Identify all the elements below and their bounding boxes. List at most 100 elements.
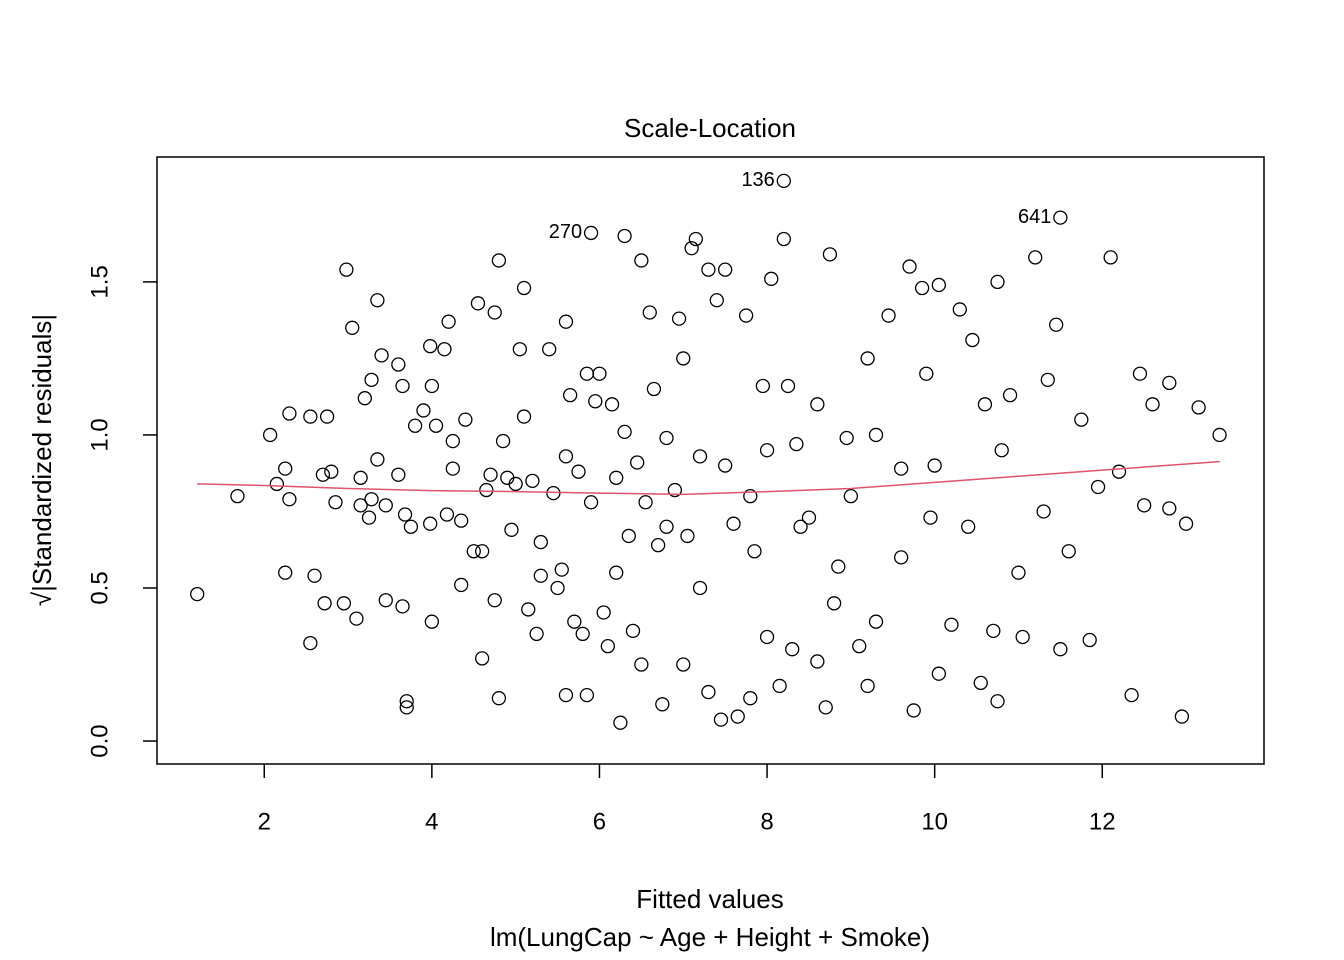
point bbox=[466, 544, 481, 559]
point bbox=[575, 626, 590, 642]
point bbox=[558, 449, 574, 464]
point bbox=[516, 409, 532, 424]
point bbox=[529, 626, 544, 642]
point bbox=[692, 580, 708, 596]
point bbox=[592, 366, 607, 381]
point bbox=[349, 611, 364, 626]
point bbox=[399, 700, 414, 715]
point bbox=[487, 305, 502, 320]
point bbox=[831, 559, 846, 574]
point bbox=[994, 443, 1009, 458]
point bbox=[441, 314, 456, 329]
point bbox=[324, 464, 339, 479]
point bbox=[902, 259, 917, 274]
point bbox=[550, 580, 565, 596]
point bbox=[328, 495, 343, 510]
point bbox=[1174, 709, 1190, 724]
point bbox=[479, 482, 494, 498]
point bbox=[391, 467, 406, 482]
point bbox=[487, 593, 502, 608]
point bbox=[357, 391, 372, 406]
point bbox=[474, 544, 490, 559]
point bbox=[423, 339, 438, 354]
point bbox=[307, 568, 322, 583]
point bbox=[588, 394, 603, 409]
point bbox=[521, 602, 536, 617]
point bbox=[1162, 375, 1177, 391]
point bbox=[1002, 387, 1018, 403]
point bbox=[860, 351, 875, 366]
point bbox=[709, 293, 724, 308]
point bbox=[609, 470, 624, 485]
point bbox=[567, 614, 582, 629]
subtitle: lm(LungCap ~ Age + Height + Smoke) bbox=[490, 922, 930, 952]
point bbox=[630, 455, 645, 470]
point bbox=[822, 247, 838, 262]
point bbox=[424, 378, 440, 394]
point bbox=[776, 173, 791, 189]
point bbox=[546, 485, 561, 501]
point bbox=[439, 507, 455, 522]
point bbox=[403, 519, 419, 534]
point bbox=[1082, 632, 1097, 648]
point bbox=[1028, 250, 1043, 265]
point bbox=[558, 687, 574, 703]
point-label: 641 bbox=[1018, 206, 1051, 228]
point bbox=[491, 253, 507, 268]
point bbox=[785, 642, 800, 657]
point bbox=[776, 231, 791, 247]
point bbox=[764, 271, 779, 286]
point bbox=[353, 470, 368, 485]
point bbox=[676, 351, 691, 366]
point bbox=[370, 452, 385, 467]
point bbox=[454, 513, 469, 528]
y-tick-label: 0.5 bbox=[86, 571, 113, 604]
point bbox=[986, 623, 1001, 638]
point bbox=[893, 550, 909, 565]
point bbox=[839, 430, 854, 446]
point bbox=[364, 492, 379, 507]
point bbox=[416, 403, 431, 418]
point bbox=[852, 639, 867, 654]
point bbox=[1049, 317, 1064, 332]
point bbox=[470, 296, 486, 311]
point bbox=[317, 596, 332, 611]
point bbox=[604, 397, 620, 412]
point bbox=[336, 596, 352, 611]
point bbox=[525, 473, 540, 489]
point bbox=[701, 684, 716, 700]
point bbox=[1137, 498, 1152, 513]
point bbox=[483, 467, 498, 482]
y-tick-label: 1.5 bbox=[86, 265, 113, 298]
x-tick-label: 10 bbox=[921, 808, 948, 835]
x-tick-label: 4 bbox=[425, 808, 438, 835]
point bbox=[738, 308, 754, 323]
point bbox=[743, 691, 758, 706]
point bbox=[339, 262, 354, 277]
point bbox=[642, 305, 657, 320]
point bbox=[730, 709, 745, 724]
point bbox=[579, 366, 595, 381]
point bbox=[1124, 687, 1139, 703]
point bbox=[1162, 501, 1177, 516]
point bbox=[395, 599, 410, 614]
point bbox=[562, 387, 578, 403]
y-tick-label: 0.0 bbox=[86, 724, 113, 757]
point bbox=[596, 605, 611, 620]
point bbox=[931, 277, 947, 293]
point bbox=[278, 565, 293, 580]
point bbox=[1036, 504, 1051, 519]
point bbox=[747, 544, 762, 559]
point bbox=[1111, 464, 1127, 479]
point bbox=[759, 629, 775, 645]
point bbox=[617, 424, 632, 440]
point bbox=[1145, 397, 1160, 412]
point bbox=[789, 436, 804, 452]
point bbox=[542, 342, 557, 357]
point bbox=[718, 458, 733, 473]
point bbox=[190, 586, 205, 602]
point bbox=[923, 510, 938, 525]
point bbox=[378, 593, 393, 608]
point bbox=[810, 654, 825, 669]
point bbox=[495, 433, 511, 449]
